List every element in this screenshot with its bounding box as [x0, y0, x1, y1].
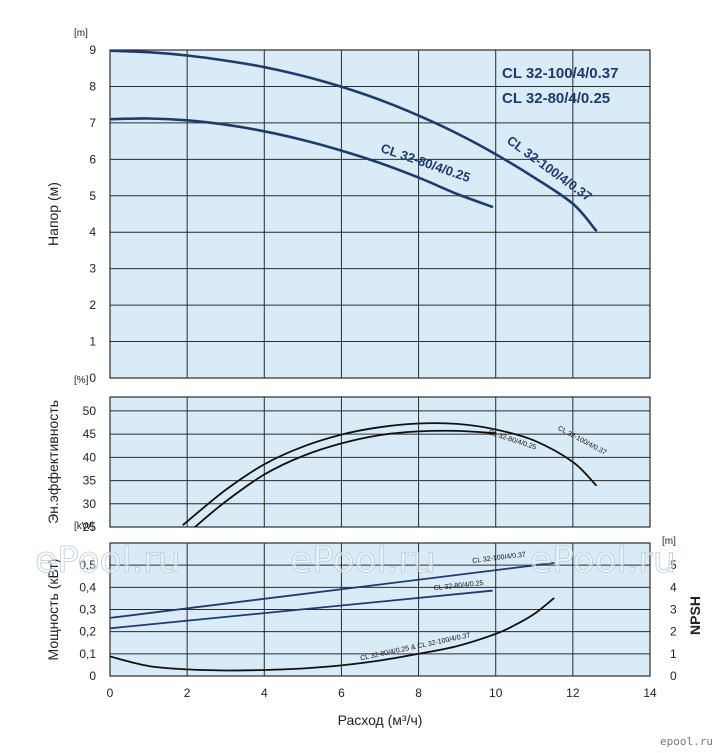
legend-entry: CL 32-80/4/0.25 — [502, 90, 610, 107]
y-tick-label: 35 — [83, 474, 97, 488]
y-tick-label: 9 — [89, 43, 96, 57]
y2-tick-label: 1 — [670, 647, 677, 661]
y-axis-title: Эн.эффективность — [45, 400, 61, 524]
y-tick-label: 0,4 — [79, 580, 96, 594]
x-tick-label: 8 — [415, 686, 422, 700]
y-tick-label: 0 — [89, 669, 96, 683]
x-axis-title: Расход (м³/ч) — [338, 712, 423, 728]
y-tick-label: 8 — [89, 79, 96, 93]
watermark-text: ePool.ru — [35, 540, 181, 581]
y-tick-label: 45 — [83, 427, 97, 441]
y-tick-label: 50 — [83, 404, 97, 418]
y2-tick-label: 0 — [670, 669, 677, 683]
y-tick-label: 0 — [89, 371, 96, 385]
y-tick-label: 0,3 — [79, 603, 96, 617]
y-tick-label: 7 — [89, 116, 96, 130]
legend-entry: CL 32-100/4/0.37 — [502, 65, 618, 82]
x-tick-label: 6 — [338, 686, 345, 700]
y-tick-label: 30 — [83, 497, 97, 511]
y2-tick-label: 3 — [670, 603, 677, 617]
x-tick-label: 4 — [261, 686, 268, 700]
y-tick-label: 6 — [89, 152, 96, 166]
y-unit-label: [kW] — [74, 521, 94, 532]
pump-performance-chart: 0123456789[m]Напор (м)CL 32-100/4/0.37CL… — [0, 0, 715, 753]
y-tick-label: 40 — [83, 450, 97, 464]
x-tick-label: 0 — [107, 686, 114, 700]
x-tick-label: 14 — [643, 686, 657, 700]
y-unit-label: [m] — [74, 28, 88, 39]
y-tick-label: 2 — [89, 298, 96, 312]
x-tick-label: 12 — [566, 686, 580, 700]
brand-mark: epool.ru — [660, 735, 713, 748]
y-tick-label: 3 — [89, 262, 96, 276]
y-tick-label: 0,2 — [79, 625, 96, 639]
plot-area-efficiency — [110, 397, 650, 527]
y-tick-label: 0,1 — [79, 647, 96, 661]
y-tick-label: 4 — [89, 225, 96, 239]
y-axis-title: Напор (м) — [45, 182, 61, 246]
y-tick-label: 5 — [89, 189, 96, 203]
x-tick-label: 10 — [489, 686, 503, 700]
y2-axis-title: NPSH — [687, 596, 703, 635]
y2-tick-label: 2 — [670, 625, 677, 639]
y-tick-label: 1 — [89, 335, 96, 349]
y-unit-label: [%] — [74, 375, 89, 386]
y2-tick-label: 4 — [670, 580, 677, 594]
watermark-text: ePool.ru — [530, 540, 676, 581]
x-tick-label: 2 — [184, 686, 191, 700]
watermark-text: ePool.ru — [290, 540, 436, 581]
